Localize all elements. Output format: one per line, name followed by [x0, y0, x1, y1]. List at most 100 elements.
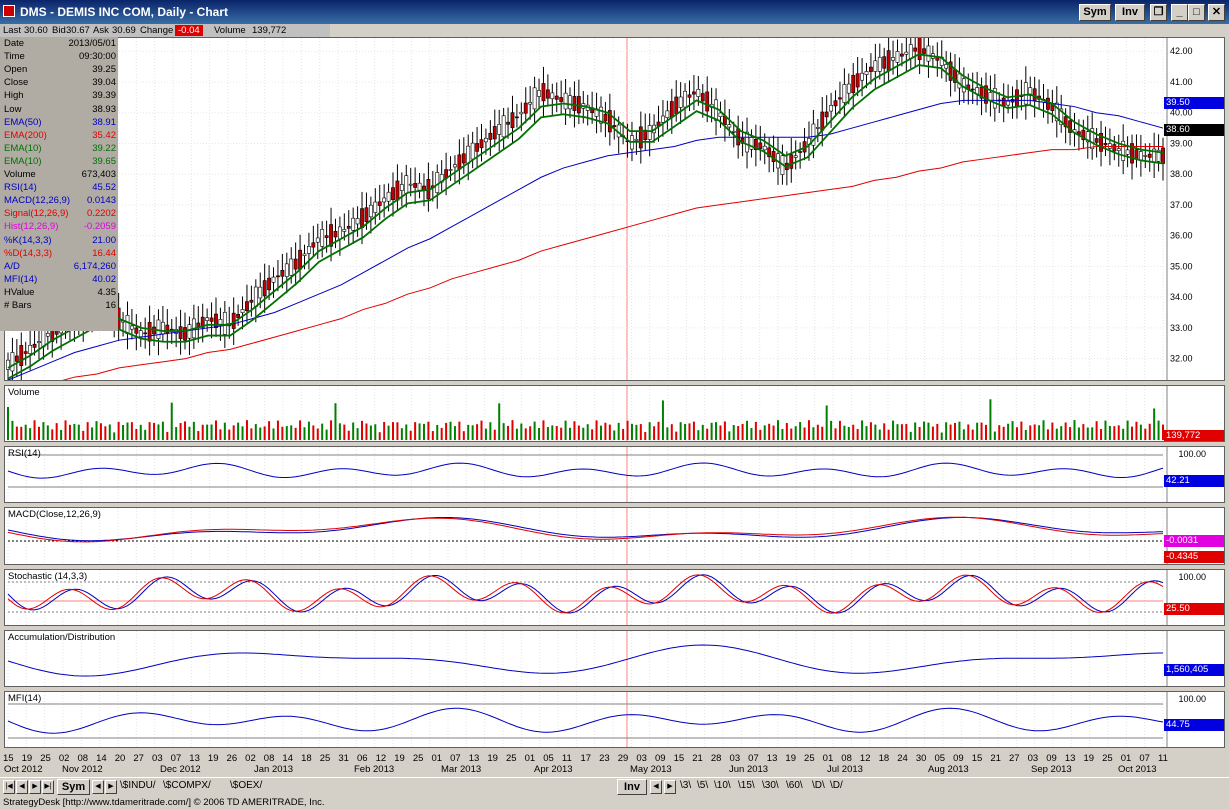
stochastic-pane[interactable]: Stochastic (14,3,3) 100.00 25.50 [4, 569, 1225, 626]
data-window-row: EMA(50) 38.91 [0, 117, 118, 130]
month-label: Jan 2013 [254, 764, 294, 775]
candle-body [351, 217, 356, 231]
first-icon[interactable]: |◀ [3, 780, 15, 794]
volume-bar [900, 424, 903, 440]
date-axis: 15 19 25 02 08 14 20 27 03 07 13 19 26 02 08 14 18 25 31 06… [3, 750, 1225, 776]
candle-body [824, 111, 829, 118]
volume-bar [170, 402, 173, 440]
volume-chart [7, 386, 1168, 441]
volume-bar [546, 426, 549, 440]
candle-body [183, 327, 187, 341]
minimize-icon[interactable]: _ [1171, 4, 1188, 21]
last-icon[interactable]: ▶| [42, 780, 54, 794]
volume-bar [931, 426, 934, 440]
month-label: Aug 2013 [928, 764, 969, 775]
tab-int-30[interactable]: \30\ [762, 780, 779, 791]
restore-icon[interactable]: ❐ [1150, 4, 1167, 21]
candle-body [258, 286, 263, 299]
tab-indu-label: $INDU [122, 780, 153, 791]
date-tick-label: 13 [766, 753, 778, 764]
volume-bar [896, 424, 899, 440]
volume-bar [732, 425, 735, 440]
volume-bar [710, 422, 713, 440]
rsi-chart [7, 447, 1168, 502]
volume-bar [37, 426, 40, 440]
y-tick-label: 37.00 [1170, 200, 1193, 210]
candle-body [1103, 143, 1108, 146]
next-icon[interactable]: ▶ [29, 780, 41, 794]
sym-tab-button[interactable]: Sym [57, 779, 90, 795]
prev-icon[interactable]: ◀ [16, 780, 28, 794]
date-tick-label: 19 [785, 753, 796, 764]
volume-bar [122, 425, 125, 440]
tab-int-10[interactable]: \10\ [714, 780, 731, 791]
ad-pane[interactable]: Accumulation/Distribution 1,560,405 [4, 630, 1225, 687]
volume-bar [223, 422, 226, 440]
volume-bar [268, 421, 271, 440]
mfi-pane[interactable]: MFI(14) 100.00 44.75 [4, 691, 1225, 748]
volume-bar [20, 426, 23, 440]
tab-int-d[interactable]: \D\ [812, 780, 825, 791]
sym-next-icon[interactable]: ▶ [105, 780, 117, 794]
quote-ask-label: Ask [93, 25, 109, 36]
candle-body [563, 92, 568, 110]
candle-body [541, 83, 546, 102]
price-pane[interactable]: 42.00 41.00 40.00 39.00 38.00 37.00 36.00 35.00… [4, 37, 1225, 381]
volume-bar [73, 423, 76, 440]
tab-int-d2[interactable]: \D/ [830, 780, 843, 791]
tab-int-3[interactable]: \3\ [680, 780, 692, 791]
volume-bar [927, 422, 930, 440]
volume-bar [1131, 426, 1134, 440]
candle-body [815, 127, 820, 129]
volume-pane-label: Volume [8, 387, 40, 398]
ema10-line-2 [7, 64, 1164, 380]
volume-bar [856, 429, 859, 440]
data-window-value: -0.2059 [83, 221, 116, 233]
date-tick-label: 07 [170, 753, 182, 764]
volume-bar [188, 426, 191, 440]
volume-bar [453, 426, 456, 440]
volume-bar [285, 426, 288, 440]
volume-bar [803, 427, 806, 440]
date-tick-label: 21 [990, 753, 1001, 764]
quote-change-label: Change [140, 25, 174, 36]
inv-button[interactable]: Inv [1115, 4, 1145, 21]
candle-body [10, 352, 15, 372]
volume-bar [635, 424, 638, 440]
macd-pane[interactable]: MACD(Close,12,26,9) -0.0031 -0.4345 [4, 507, 1225, 565]
candle-body [519, 111, 524, 115]
mfi-pane-label: MFI(14) [8, 693, 42, 704]
candle-body [678, 96, 683, 108]
tab-int-15[interactable]: \15\ [738, 780, 755, 791]
close-icon[interactable]: ✕ [1208, 4, 1225, 21]
tab-oex[interactable]: \$OEX/ [230, 780, 263, 791]
sym-button[interactable]: Sym [1079, 4, 1111, 21]
sym-prev-icon[interactable]: ◀ [92, 780, 104, 794]
candle-body [315, 237, 320, 243]
volume-bar [1095, 421, 1098, 440]
maximize-icon[interactable]: □ [1188, 4, 1205, 21]
candle-body [864, 71, 869, 75]
volume-bar [64, 420, 67, 440]
tab-int-5[interactable]: \5\ [697, 780, 709, 791]
inv-next-icon[interactable]: ▶ [664, 780, 676, 794]
volume-pane[interactable]: Volume 139,772 [4, 385, 1225, 442]
inv-prev-icon[interactable]: ◀ [650, 780, 662, 794]
volume-bar [989, 399, 992, 440]
data-window-value: 39.39 [92, 90, 116, 102]
inv-tab-button[interactable]: Inv [617, 779, 647, 795]
volume-bar [431, 431, 434, 440]
volume-bar [821, 426, 824, 440]
volume-bar [569, 427, 572, 440]
volume-bar [533, 421, 536, 440]
candle-body [696, 88, 701, 97]
tab-indu[interactable]: \$INDU/ [120, 780, 156, 791]
candle-body [528, 102, 533, 105]
volume-bar [892, 420, 895, 440]
date-tick-label: 25 [319, 753, 331, 764]
candle-body [329, 224, 333, 247]
rsi-pane[interactable]: RSI(14) 100.00 42.21 [4, 446, 1225, 503]
tab-int-60[interactable]: \60\ [786, 780, 803, 791]
tab-compx[interactable]: \$COMPX/ [163, 780, 211, 791]
macd-signal-line [7, 516, 1164, 543]
